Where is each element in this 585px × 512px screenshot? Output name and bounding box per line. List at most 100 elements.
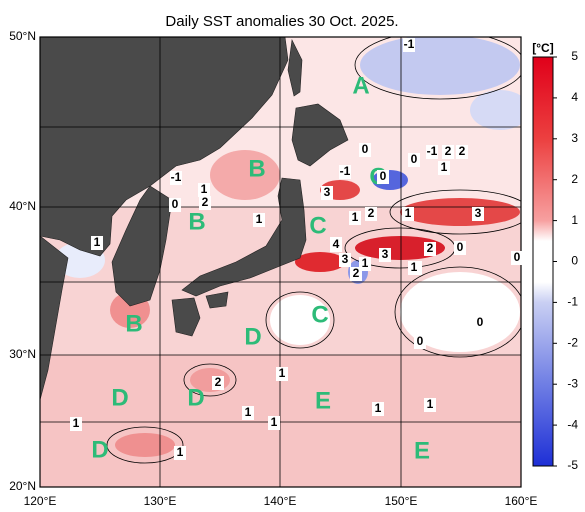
- contour-label: 2: [202, 195, 209, 209]
- contour-label-box: [456, 145, 468, 159]
- contour-label: 1: [441, 160, 448, 174]
- contour-label: 1: [362, 256, 369, 270]
- contour-label: 0: [457, 240, 464, 254]
- contour-label: 3: [324, 185, 331, 199]
- contour-label: 1: [245, 405, 252, 419]
- lat-label: 30°N: [9, 347, 36, 361]
- region-letter: B: [248, 155, 265, 182]
- contour-label-box: [414, 335, 426, 349]
- contour-label: -1: [427, 144, 438, 158]
- contour-label-box: [424, 398, 436, 412]
- contour-label-box: [365, 207, 377, 221]
- contour-label-box: [408, 153, 420, 167]
- contour-label: 2: [368, 206, 375, 220]
- contour-label-box: [403, 38, 415, 52]
- colorbar-label: 3: [571, 131, 578, 145]
- contour-label-box: [472, 207, 484, 221]
- lon-label: 150°E: [385, 494, 418, 508]
- contour-label: 0: [477, 315, 484, 329]
- contour-label: -1: [171, 170, 182, 184]
- lon-label: 160°E: [505, 494, 538, 508]
- contour-label-box: [276, 367, 288, 381]
- contour-label-box: [199, 196, 211, 210]
- colorbar-label: -5: [567, 458, 578, 472]
- region-letter: B: [188, 208, 205, 235]
- region-letter: C: [309, 212, 326, 239]
- contour-label-box: [474, 316, 486, 330]
- contour-label: 1: [427, 397, 434, 411]
- contour-label-box: [91, 236, 103, 250]
- contour-label-box: [349, 211, 361, 225]
- contour-label: 2: [215, 375, 222, 389]
- map-title: Daily SST anomalies 30 Oct. 2025.: [165, 13, 398, 30]
- lat-label: 40°N: [9, 199, 36, 213]
- contour-label-box: [350, 267, 362, 281]
- contour-label: 1: [352, 210, 359, 224]
- colorbar-label: 4: [571, 90, 578, 104]
- lon-label: 120°E: [24, 494, 57, 508]
- contour-label-box: [70, 417, 82, 431]
- contour-label: 2: [445, 144, 452, 158]
- contour-label: 1: [201, 182, 208, 196]
- lat-label: 20°N: [9, 479, 36, 493]
- colorbar-label: -3: [567, 376, 578, 390]
- contour-label: -1: [404, 37, 415, 51]
- colorbar-unit: [°C]: [532, 41, 553, 55]
- contour-label: 1: [256, 212, 263, 226]
- contour-label: 3: [475, 206, 482, 220]
- colorbar-label: 5: [571, 49, 578, 63]
- contour-label: 1: [279, 366, 286, 380]
- contour-label-box: [339, 253, 351, 267]
- colorbar-label: -2: [567, 335, 578, 349]
- region-letter: C: [311, 301, 328, 328]
- colorbar-label: 1: [571, 213, 578, 227]
- contours: [106, 37, 521, 464]
- contour-label-box: [169, 198, 181, 212]
- contour-label-box: [339, 165, 351, 179]
- lon-label: 140°E: [264, 494, 297, 508]
- contour-label: 2: [353, 266, 360, 280]
- colorbar-label: -1: [567, 295, 578, 309]
- contour-label-box: [242, 406, 254, 420]
- contour-label: 0: [362, 142, 369, 156]
- contour-label-box: [268, 416, 280, 430]
- contour-label: 2: [427, 241, 434, 255]
- contour-label-box: [424, 242, 436, 256]
- contour-label: 0: [417, 334, 424, 348]
- contour-label-box: [426, 145, 438, 159]
- contour-label: 0: [172, 197, 179, 211]
- region-letter: A: [352, 72, 369, 99]
- contour-label: 3: [342, 252, 349, 266]
- contour-label-box: [372, 402, 384, 416]
- contour-label: 3: [382, 247, 389, 261]
- region-letter: B: [125, 310, 142, 337]
- contour-label: 1: [177, 445, 184, 459]
- contour-label-box: [253, 213, 265, 227]
- contour-label-box: [402, 207, 414, 221]
- colorbar-label: 2: [571, 172, 578, 186]
- region-letter: D: [111, 384, 128, 411]
- contour-label: 1: [94, 235, 101, 249]
- region-letter: E: [315, 387, 331, 414]
- contour-label: 1: [411, 260, 418, 274]
- contour-label-box: [321, 186, 333, 200]
- contour-label-box: [408, 261, 420, 275]
- contour-label: 1: [271, 415, 278, 429]
- contour-label-box: [379, 248, 391, 262]
- contour-label: 2: [459, 144, 466, 158]
- contour-label-box: [442, 145, 454, 159]
- contour-label-box: [212, 376, 224, 390]
- lon-label: 130°E: [144, 494, 177, 508]
- contour-label: 1: [405, 206, 412, 220]
- contour-label-box: [198, 183, 210, 197]
- map-field: [40, 37, 521, 487]
- region-letter: D: [187, 384, 204, 411]
- colorbar: [532, 56, 554, 467]
- contour-label: 0: [380, 169, 387, 183]
- colorbar-label: 0: [571, 254, 578, 268]
- contour-label: 1: [73, 416, 80, 430]
- contour-label-box: [330, 238, 342, 252]
- lat-label: 50°N: [9, 29, 36, 43]
- contour-label: 4: [333, 237, 340, 251]
